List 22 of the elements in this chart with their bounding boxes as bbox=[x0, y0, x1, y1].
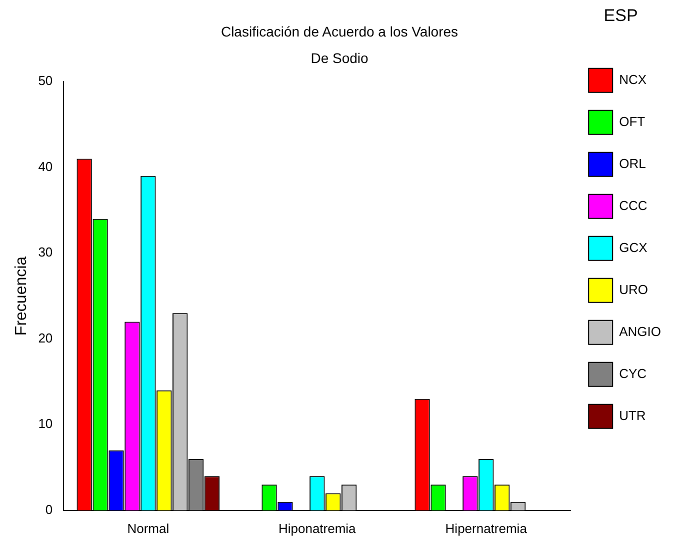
y-tick-label: 20 bbox=[38, 330, 53, 346]
legend-label: CYC bbox=[619, 366, 647, 381]
legend-title: ESP bbox=[604, 6, 638, 26]
legend-label: URO bbox=[619, 282, 648, 297]
x-tick-label: Hipernatremia bbox=[445, 520, 528, 536]
chart-subtitle: De Sodio bbox=[310, 50, 369, 66]
y-tick-label: 40 bbox=[38, 158, 53, 174]
legend-label: GCX bbox=[619, 240, 648, 255]
legend-label: OFT bbox=[619, 114, 646, 129]
chart-title: Clasificación de Acuerdo a los Valores bbox=[220, 23, 458, 40]
y-tick-label: 50 bbox=[38, 73, 53, 88]
y-tick-label: 30 bbox=[38, 244, 53, 260]
legend-label: ORL bbox=[619, 156, 646, 171]
legend-label: NCX bbox=[619, 72, 647, 87]
y-tick-label: 0 bbox=[45, 502, 53, 517]
x-tick-label: Normal bbox=[127, 520, 170, 536]
legend-label: UTR bbox=[619, 408, 646, 423]
legend-label: ANGIO bbox=[619, 324, 662, 339]
y-axis-title: Frecuencia bbox=[13, 256, 30, 336]
x-tick-label: Hiponatremia bbox=[278, 520, 357, 536]
y-tick-label: 10 bbox=[38, 416, 53, 432]
legend-label: CCC bbox=[619, 198, 648, 213]
